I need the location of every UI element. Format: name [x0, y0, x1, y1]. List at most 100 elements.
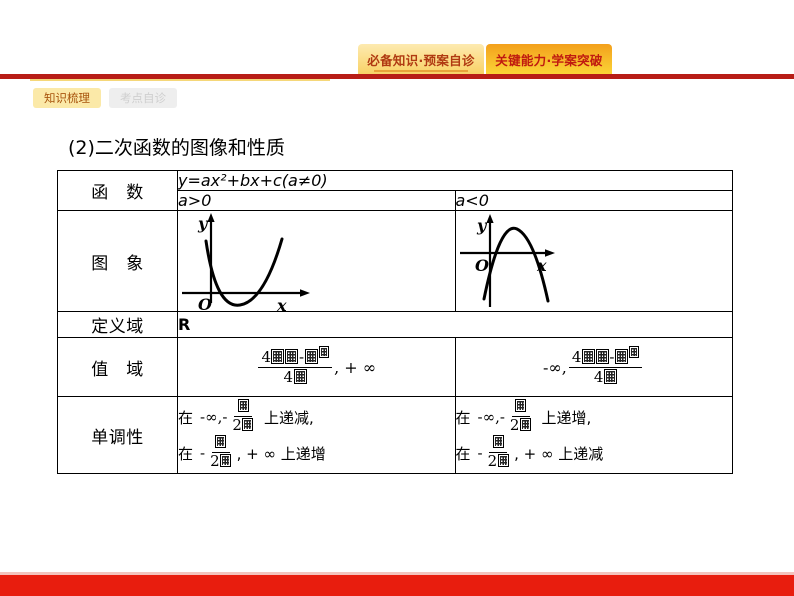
missing-glyph-icon — [293, 369, 307, 384]
tab-guanjian-nengli[interactable]: 关键能力·学案突破 — [486, 44, 612, 74]
line-after: , + ∞ 上递增 — [236, 444, 326, 463]
cell-monotonicity-left: 在 -∞,- 2 上递减, 在 - 2 , + ∞ 上递增 — [177, 396, 456, 474]
line-lead: 在 — [455, 408, 471, 427]
parabola-curve — [482, 226, 549, 303]
y-axis-label: y — [476, 216, 488, 235]
monotonicity-left-line-2: 在 - 2 , + ∞ 上递增 — [178, 434, 455, 471]
range-left-suffix: , + ∞ — [334, 357, 377, 377]
missing-glyph-icon — [242, 417, 254, 431]
page-title: (2)二次函数的图像和性质 — [68, 137, 285, 159]
y-axis-arrowhead — [207, 213, 215, 222]
footer-bar — [0, 575, 794, 596]
row-label-range: 值 域 — [57, 337, 178, 397]
fraction-numerator — [211, 434, 230, 453]
cell-function-formula: y=ax²+bx+c(a≠0) — [177, 170, 733, 191]
top-tab-bar: 必备知识·预案自诊 关键能力·学案突破 — [0, 44, 794, 74]
fraction-b-over-2a: 2 — [229, 398, 257, 434]
table-row: 单调性 在 -∞,- 2 上递减, 在 - 2 , + ∞ 上递增 — [57, 396, 733, 474]
missing-glyph-icon — [628, 346, 639, 359]
fraction-denominator: 2 — [207, 453, 235, 470]
sub-tab-zhishi-shuli-label: 知识梳理 — [44, 91, 90, 105]
table-row: 定义域 R — [57, 311, 733, 338]
cell-condition-a-positive: a>0 — [177, 190, 456, 211]
x-axis-arrowhead — [300, 289, 310, 297]
row-label-graph: 图 象 — [57, 210, 178, 312]
missing-glyph-icon — [595, 349, 609, 365]
y-axis-label: y — [197, 214, 209, 233]
tab-guanjian-nengli-label: 关键能力·学案突破 — [495, 52, 603, 68]
x-axis-label: x — [276, 296, 287, 311]
line-after: , + ∞ 上递减 — [514, 444, 604, 463]
missing-glyph-icon — [215, 434, 227, 448]
missing-glyph-icon — [581, 349, 595, 365]
y-axis-arrowhead — [485, 214, 494, 223]
missing-glyph-icon — [318, 346, 329, 359]
fraction-range-right: 4- 4 — [568, 346, 643, 386]
row-label-function: 函 数 — [57, 170, 178, 211]
range-left-expression: 4- 4 , + ∞ — [178, 338, 455, 396]
range-right-expression: -∞, 4- 4 — [456, 338, 733, 396]
fraction-range-left: 4- 4 — [258, 346, 333, 386]
fraction-denominator: 2 — [229, 417, 257, 434]
sub-tab-bar: 知识梳理 考点自诊 — [33, 88, 177, 108]
missing-glyph-icon — [603, 369, 617, 384]
sub-tab-zhishi-shuli[interactable]: 知识梳理 — [33, 88, 101, 108]
upward-parabola-graph: O x y — [182, 213, 310, 311]
fraction-denominator: 2 — [485, 453, 513, 470]
missing-glyph-icon — [304, 349, 318, 365]
footer-shade — [0, 572, 794, 575]
monotonicity-left-line-1: 在 -∞,- 2 上递减, — [178, 398, 455, 435]
fraction-numerator — [489, 434, 508, 453]
line-lead: 在 — [178, 408, 194, 427]
fraction-numerator: 4- — [258, 346, 333, 368]
line-after: 上递减, — [263, 408, 314, 427]
downward-parabola-graph: O x y — [459, 214, 555, 307]
monotonicity-right-line-2: 在 - 2 , + ∞ 上递减 — [455, 434, 733, 471]
sub-tab-kaodian-zizhen-label: 考点自诊 — [120, 91, 166, 105]
fraction-numerator — [511, 398, 530, 417]
fraction-denominator: 4 — [280, 368, 310, 386]
fraction-b-over-2a: 2 — [485, 434, 513, 470]
origin-label: O — [475, 256, 489, 275]
x-axis-arrowhead — [544, 249, 555, 257]
missing-glyph-icon — [497, 453, 509, 467]
origin-label: O — [198, 295, 212, 311]
line-before: -∞,- — [200, 408, 228, 426]
quadratic-properties-table: 函 数 y=ax²+bx+c(a≠0) a>0 a<0 图 象 O x y — [57, 170, 733, 474]
line-before: - — [477, 444, 483, 462]
fraction-denominator: 2 — [507, 417, 535, 434]
line-before: - — [200, 444, 206, 462]
tab-bibei-zhishi[interactable]: 必备知识·预案自诊 — [358, 44, 484, 74]
parabola-curve — [204, 237, 284, 307]
tab-bibei-zhishi-label: 必备知识·预案自诊 — [367, 52, 475, 68]
table-row: 图 象 O x y — [57, 210, 733, 312]
cell-monotonicity-right: 在 -∞,- 2 上递增, 在 - 2 , + ∞ 上递减 — [454, 396, 733, 474]
table-row: 值 域 4- 4 , + ∞ -∞, 4- 4 — [57, 337, 733, 397]
cell-graph-upward: O x y — [177, 210, 456, 312]
properties-table-wrapper: 函 数 y=ax²+bx+c(a≠0) a>0 a<0 图 象 O x y — [57, 170, 733, 474]
fraction-denominator: 4 — [591, 368, 621, 386]
header-divider — [0, 74, 794, 79]
x-axis-label: x — [536, 256, 547, 275]
missing-glyph-icon — [492, 434, 504, 448]
line-lead: 在 — [178, 444, 194, 463]
cell-graph-downward: O x y — [454, 210, 733, 312]
cell-condition-a-negative: a<0 — [454, 190, 733, 211]
missing-glyph-icon — [220, 453, 232, 467]
missing-glyph-icon — [614, 349, 628, 365]
cell-range-right: -∞, 4- 4 — [454, 337, 733, 397]
monotonicity-right-line-1: 在 -∞,- 2 上递增, — [455, 398, 733, 435]
header-accent-line — [30, 79, 330, 81]
cell-domain-value: R — [177, 311, 733, 338]
fraction-b-over-2a: 2 — [507, 398, 535, 434]
sub-tab-kaodian-zizhen[interactable]: 考点自诊 — [109, 88, 177, 108]
line-after: 上递增, — [541, 408, 592, 427]
fraction-numerator: 4- — [568, 346, 643, 368]
fraction-b-over-2a: 2 — [207, 434, 235, 470]
range-right-prefix: -∞, — [543, 357, 567, 377]
line-lead: 在 — [455, 444, 471, 463]
cell-range-left: 4- 4 , + ∞ — [177, 337, 456, 397]
line-before: -∞,- — [477, 408, 505, 426]
missing-glyph-icon — [515, 398, 527, 412]
table-row: 函 数 y=ax²+bx+c(a≠0) — [57, 170, 733, 211]
